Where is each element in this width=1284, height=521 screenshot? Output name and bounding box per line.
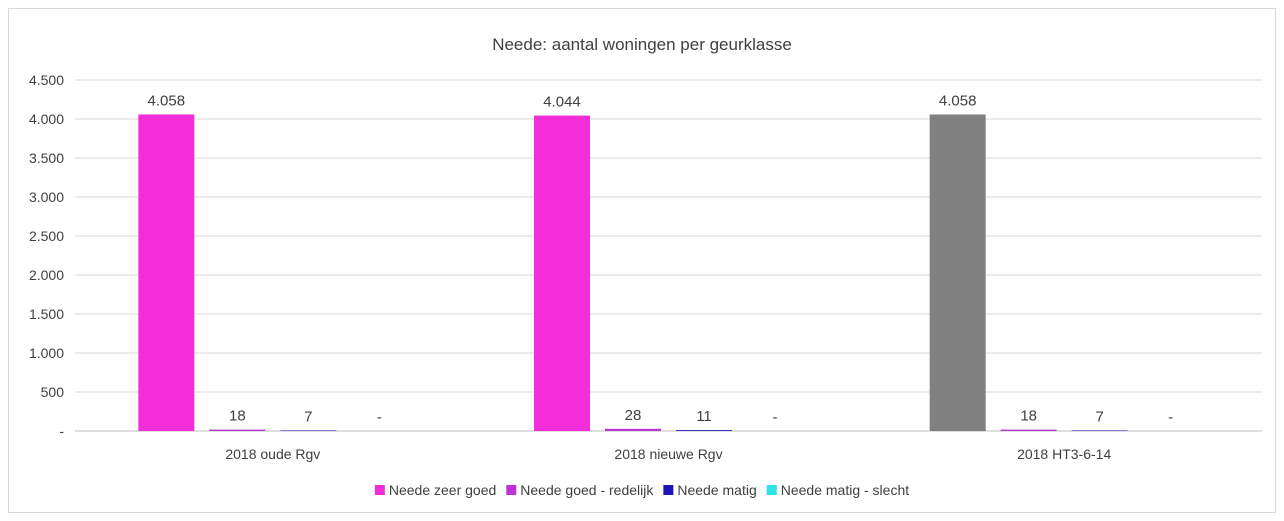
legend-label: Neede matig xyxy=(677,482,756,498)
x-tick-label: 2018 oude Rgv xyxy=(225,446,320,462)
legend-item: Neede zeer goed xyxy=(374,482,496,498)
legend-label: Neede zeer goed xyxy=(389,482,496,498)
gridlines xyxy=(75,79,1262,432)
y-tick-label: 3.000 xyxy=(29,189,64,205)
data-label: 11 xyxy=(696,408,712,425)
legend-swatch xyxy=(663,485,674,495)
y-tick-label: 4.500 xyxy=(29,72,64,88)
legend-item: Neede goed - redelijk xyxy=(506,482,654,498)
bar xyxy=(280,430,337,431)
data-label: 28 xyxy=(625,407,642,424)
legend-swatch xyxy=(766,485,777,495)
y-tick-label: 2.000 xyxy=(29,267,64,283)
data-label: 7 xyxy=(1095,408,1103,425)
legend-item: Neede matig xyxy=(663,482,757,498)
legend-label: Neede matig - slecht xyxy=(781,482,910,498)
bar xyxy=(605,428,661,431)
x-tick-label: 2018 HT3-6-14 xyxy=(1017,446,1111,462)
bar xyxy=(676,430,732,431)
y-axis: - 500 1.000 1.500 2.000 2.500 3.000 3.500 4.000 4… xyxy=(29,72,64,439)
bar xyxy=(1071,430,1128,431)
x-tick-label: 2018 nieuwe Rgv xyxy=(614,446,722,462)
bar xyxy=(929,114,986,431)
bars: 4.058 18 7 - 4.044 28 11 - 4.058 18 7 - xyxy=(138,92,1173,432)
legend-swatch xyxy=(506,485,517,495)
legend: Neede zeer goed Neede goed - redelijk Need… xyxy=(374,482,910,498)
data-label: 4.044 xyxy=(543,94,581,111)
bar xyxy=(1000,429,1057,431)
data-label: 18 xyxy=(229,408,246,425)
data-label: - xyxy=(773,409,778,426)
y-tick-label: 1.000 xyxy=(29,345,64,361)
data-label: 4.058 xyxy=(148,92,186,109)
legend-item: Neede matig - slecht xyxy=(766,482,910,498)
data-label: 7 xyxy=(304,408,312,425)
data-label: 18 xyxy=(1020,408,1037,425)
bar xyxy=(209,429,266,431)
y-tick-label: 4.000 xyxy=(29,111,64,127)
y-tick-label: - xyxy=(59,423,64,439)
data-label: - xyxy=(1168,409,1173,426)
bar xyxy=(138,114,195,431)
y-tick-label: 3.500 xyxy=(29,150,64,166)
data-label: - xyxy=(377,409,382,426)
x-axis: 2018 oude Rgv 2018 nieuwe Rgv 2018 HT3-6-1… xyxy=(225,446,1111,462)
bar xyxy=(534,115,590,432)
y-tick-label: 1.500 xyxy=(29,306,64,322)
y-tick-label: 2.500 xyxy=(29,228,64,244)
legend-label: Neede goed - redelijk xyxy=(520,482,654,498)
y-tick-label: 500 xyxy=(41,384,65,400)
data-label: 4.058 xyxy=(939,92,977,109)
legend-swatch xyxy=(374,485,385,495)
chart-title: Neede: aantal woningen per geurklasse xyxy=(492,35,792,54)
